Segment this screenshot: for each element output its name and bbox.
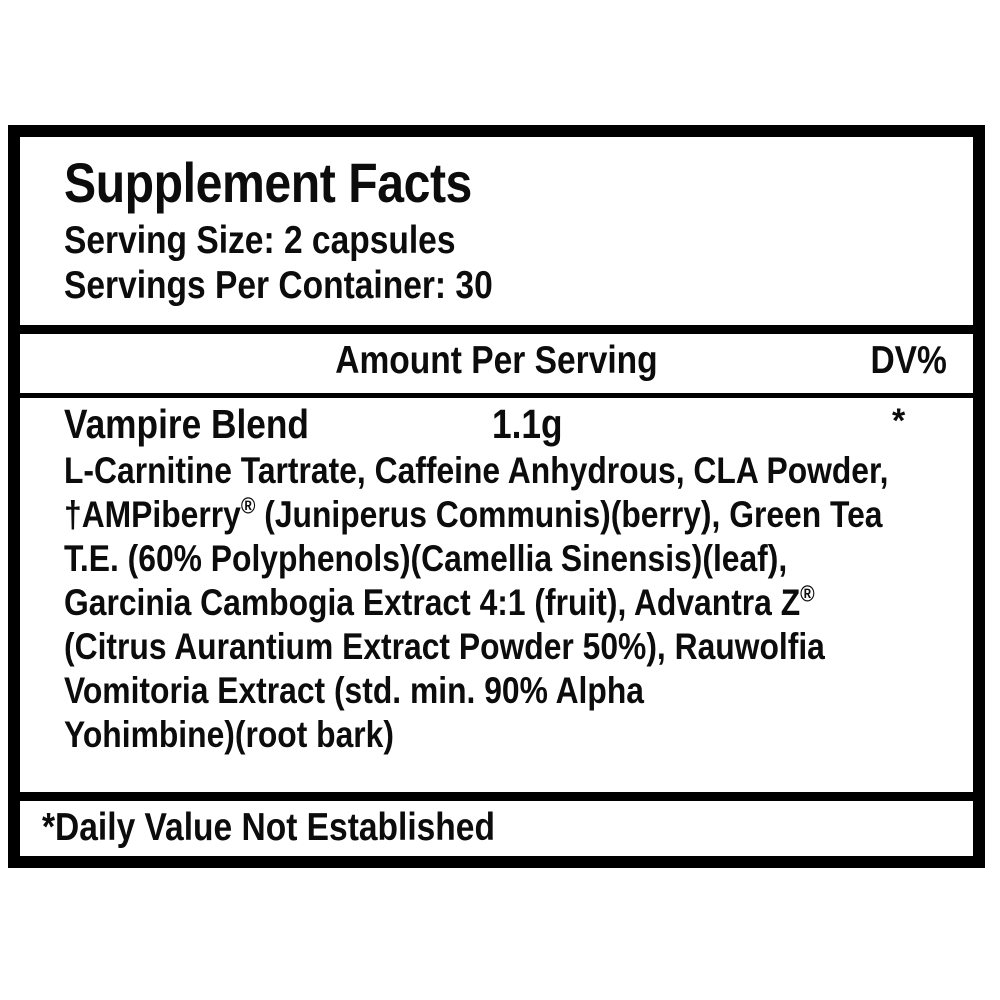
blend-name: Vampire Blend	[64, 401, 349, 447]
servings-per-container: Servings Per Container: 30	[64, 265, 563, 307]
blend-amount-text: 1.1g	[492, 401, 563, 447]
servings-per-container-text: Servings Per Container: 30	[64, 264, 493, 307]
registered-mark-icon: ®	[800, 580, 815, 607]
column-header-row: Amount Per Serving DV%	[20, 334, 973, 393]
daily-value-footnote-text: *Daily Value Not Established	[42, 806, 495, 849]
ingredient-line-text: L-Carnitine Tartrate, Caffeine Anhydrous…	[64, 450, 889, 491]
nutrient-body: Vampire Blend 1.1g * L-Carnitine Tartrat…	[20, 398, 973, 792]
page-title: Supplement Facts	[64, 154, 538, 212]
ingredient-line-text: Yohimbine)(root bark)	[64, 714, 394, 755]
supplement-facts-panel: Supplement Facts Serving Size: 2 capsule…	[8, 125, 985, 868]
panel-header: Supplement Facts Serving Size: 2 capsule…	[20, 137, 973, 325]
list-item: (Citrus Aurantium Extract Powder 50%), R…	[64, 625, 964, 669]
daily-value-footnote: *Daily Value Not Established	[42, 805, 569, 851]
ingredient-line-text: †AMPiberry® (Juniperus Communis)(berry),…	[64, 492, 883, 535]
list-item: Yohimbine)(root bark)	[64, 713, 964, 757]
blend-daily-value: *	[892, 402, 906, 440]
list-item: Garcinia Cambogia Extract 4:1 (fruit), A…	[64, 581, 964, 625]
blend-name-text: Vampire Blend	[64, 401, 309, 447]
list-item: T.E. (60% Polyphenols)(Camellia Sinensis…	[64, 537, 964, 581]
list-item: L-Carnitine Tartrate, Caffeine Anhydrous…	[64, 449, 964, 493]
table-row: Vampire Blend 1.1g *	[20, 398, 973, 448]
panel-inner: Supplement Facts Serving Size: 2 capsule…	[20, 137, 973, 856]
amount-per-serving-text: Amount Per Serving	[335, 339, 658, 382]
page-title-text: Supplement Facts	[64, 151, 472, 214]
serving-size: Serving Size: 2 capsules	[64, 220, 519, 262]
list-item: Vomitoria Extract (std. min. 90% Alpha	[64, 669, 964, 713]
blend-amount: 1.1g	[492, 401, 574, 447]
ingredient-line-text: Vomitoria Extract (std. min. 90% Alpha	[64, 670, 644, 711]
divider-header	[20, 325, 973, 334]
amount-per-serving-header: Amount Per Serving	[20, 339, 973, 383]
ingredient-list: L-Carnitine Tartrate, Caffeine Anhydrous…	[64, 449, 964, 757]
panel-footer: *Daily Value Not Established	[20, 801, 973, 856]
divider-footer	[20, 792, 973, 801]
ingredient-line-text: T.E. (60% Polyphenols)(Camellia Sinensis…	[64, 538, 788, 579]
ingredient-line-text: (Citrus Aurantium Extract Powder 50%), R…	[64, 626, 825, 667]
serving-size-text: Serving Size: 2 capsules	[64, 219, 456, 262]
daily-value-header: DV%	[858, 339, 947, 383]
ingredient-line-text: Garcinia Cambogia Extract 4:1 (fruit), A…	[64, 580, 815, 623]
list-item: †AMPiberry® (Juniperus Communis)(berry),…	[64, 493, 964, 537]
daily-value-text: DV%	[870, 339, 947, 382]
registered-mark-icon: ®	[240, 492, 256, 519]
divider-columns	[20, 393, 973, 398]
